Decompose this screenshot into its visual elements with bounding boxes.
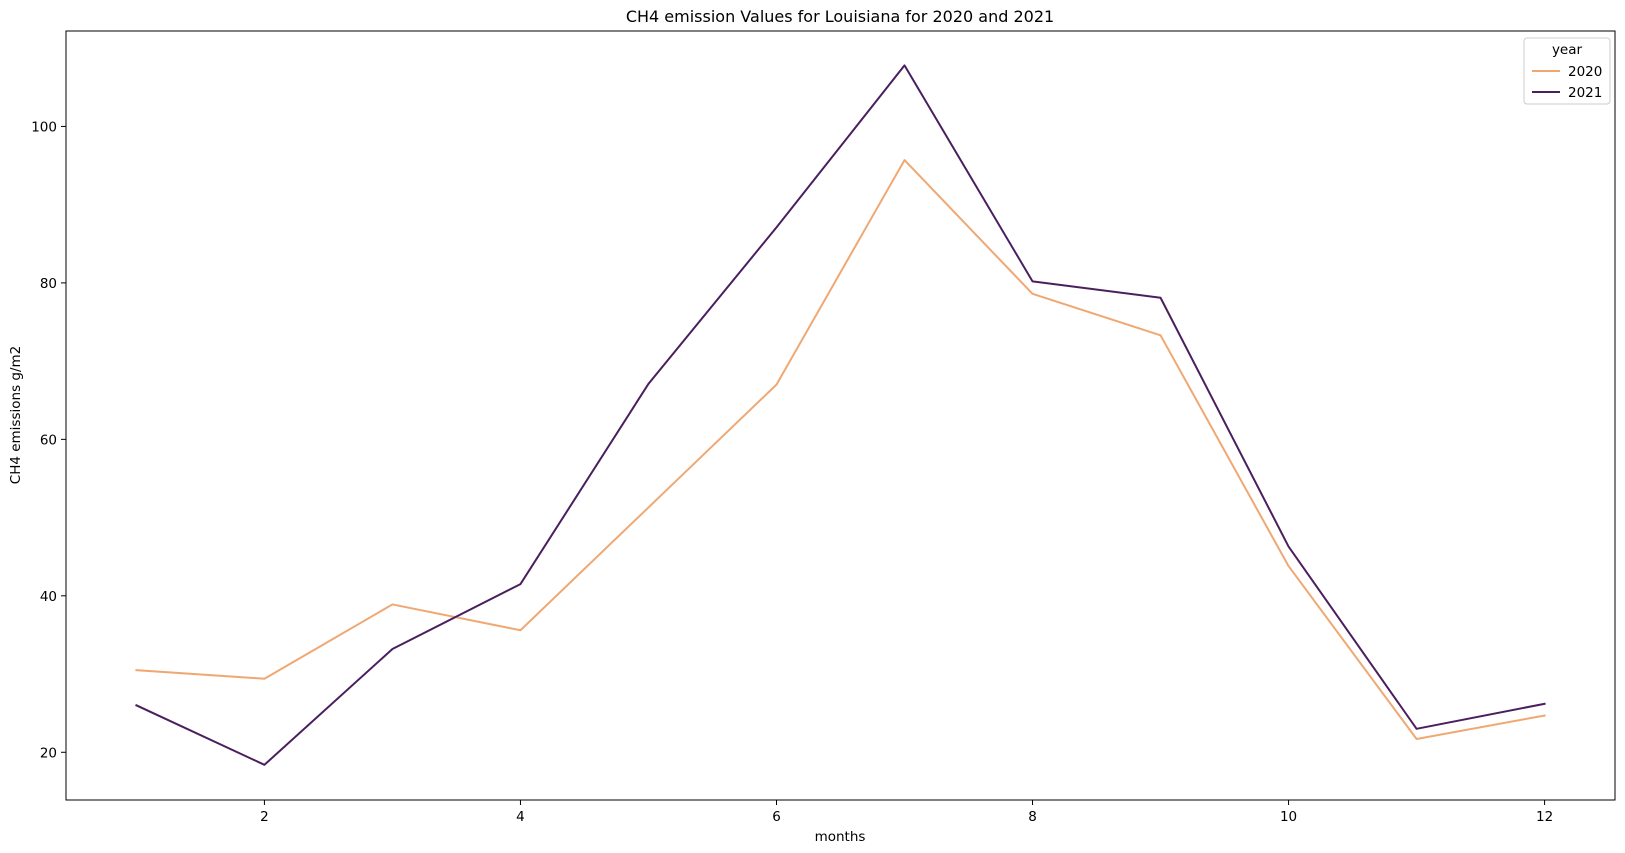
- legend: year 2020 2021: [1523, 37, 1611, 105]
- legend-box: [1523, 37, 1611, 105]
- y-axis-label: CH4 emissions g/m2: [8, 346, 24, 484]
- legend-label-2020: 2020: [1568, 64, 1602, 80]
- plot-area: 2 4 6 8 10 12 20 40 60 80 100: [31, 30, 1616, 825]
- x-tick-label: 8: [1028, 809, 1037, 825]
- x-tick-label: 2: [260, 809, 269, 825]
- y-tick-label: 80: [40, 276, 57, 292]
- plot-frame: [65, 30, 1616, 801]
- series-line-2020: [135, 159, 1546, 740]
- y-tick-label: 60: [40, 432, 57, 448]
- y-tick-label: 100: [31, 119, 57, 135]
- legend-title: year: [1552, 42, 1583, 58]
- x-axis-label: months: [815, 829, 866, 845]
- legend-label-2021: 2021: [1568, 85, 1602, 101]
- series-line-2021: [135, 64, 1546, 766]
- x-tick-label: 10: [1280, 809, 1297, 825]
- chart-title: CH4 emission Values for Louisiana for 20…: [626, 7, 1054, 26]
- y-tick-label: 40: [40, 589, 57, 605]
- x-tick-label: 12: [1536, 809, 1553, 825]
- x-tick-label: 4: [516, 809, 525, 825]
- x-tick-label: 6: [772, 809, 781, 825]
- y-tick-label: 20: [40, 745, 57, 761]
